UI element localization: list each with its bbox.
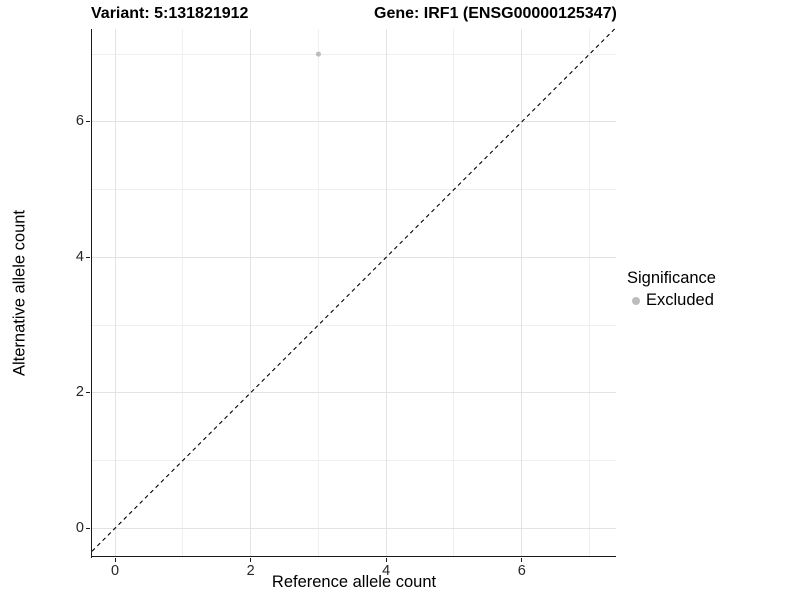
y-minor-gridline <box>92 324 616 326</box>
y-tick <box>85 256 90 258</box>
y-major-gridline <box>92 392 616 394</box>
y-tick <box>85 527 90 529</box>
data-point <box>315 51 322 57</box>
excluded-point-icon <box>632 296 640 305</box>
x-tick-label: 4 <box>382 563 391 579</box>
x-axis-line <box>90 555 616 558</box>
y-tick-label: 4 <box>75 248 84 265</box>
y-major-gridline <box>92 121 616 123</box>
y-major-gridline <box>92 256 616 258</box>
y-tick <box>85 121 90 123</box>
y-tick-label: 6 <box>75 113 84 130</box>
x-axis-title: Reference allele count <box>271 573 437 591</box>
plot-canvas <box>91 28 616 552</box>
x-major-gridline <box>385 29 387 556</box>
x-tick <box>385 557 387 562</box>
y-tick-label: 2 <box>75 384 84 401</box>
y-tick-label: 0 <box>75 519 84 536</box>
x-minor-gridline <box>317 29 319 556</box>
x-tick-label: 2 <box>246 563 255 579</box>
plot-panel <box>91 28 616 556</box>
plot-title-variant: Variant: 5:131821912 <box>91 5 249 22</box>
x-tick <box>114 557 116 562</box>
y-minor-gridline <box>92 53 616 55</box>
legend-title: Significance <box>627 269 716 287</box>
legend: Significance Excluded <box>627 269 716 310</box>
plot-title-gene: Gene: IRF1 (ENSG00000125347) <box>374 5 617 22</box>
x-tick-label: 0 <box>111 563 120 579</box>
identity-reference-line <box>91 28 616 552</box>
x-tick <box>250 557 252 562</box>
x-major-gridline <box>521 29 523 556</box>
y-axis-line <box>90 29 93 558</box>
x-tick-label: 6 <box>517 563 526 579</box>
x-major-gridline <box>114 29 116 556</box>
legend-item-excluded: Excluded <box>627 291 716 310</box>
x-major-gridline <box>250 29 252 556</box>
x-minor-gridline <box>182 29 184 556</box>
x-tick <box>521 557 523 562</box>
x-minor-gridline <box>589 29 591 556</box>
y-axis-title: Alternative allele count <box>10 209 29 377</box>
y-minor-gridline <box>92 459 616 461</box>
y-tick <box>85 392 90 394</box>
y-major-gridline <box>92 527 616 529</box>
x-minor-gridline <box>453 29 455 556</box>
y-minor-gridline <box>92 189 616 191</box>
legend-item-label: Excluded <box>646 291 714 309</box>
